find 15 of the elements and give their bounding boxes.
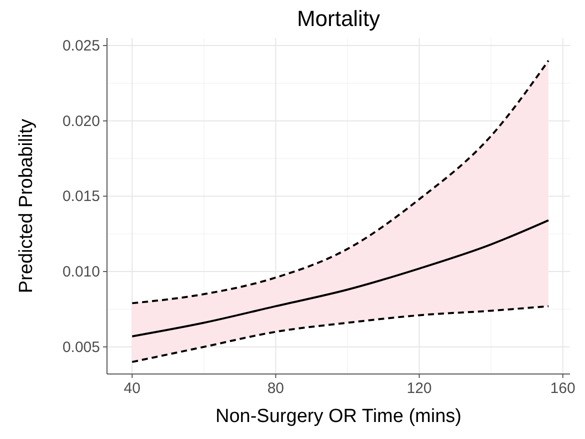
line-series: [131, 219, 550, 338]
line-series: [131, 60, 550, 304]
x-tick-label: 80: [267, 380, 284, 397]
y-tick-label: 0.015: [62, 188, 100, 206]
chart-title: Mortality: [296, 6, 380, 31]
y-tick-label: 0.020: [62, 112, 100, 130]
x-tick-label: 120: [406, 380, 432, 397]
x-axis-title: Non-Surgery OR Time (mins): [216, 406, 462, 427]
x-tick-label: 40: [124, 380, 140, 397]
y-tick-label: 0.025: [62, 38, 100, 55]
y-tick-label: 0.010: [62, 264, 100, 281]
y-axis-title: Predicted Probability: [16, 118, 37, 294]
x-tick-label: 160: [550, 380, 576, 397]
y-tick-label: 0.005: [62, 338, 100, 356]
line-series: [131, 305, 550, 363]
